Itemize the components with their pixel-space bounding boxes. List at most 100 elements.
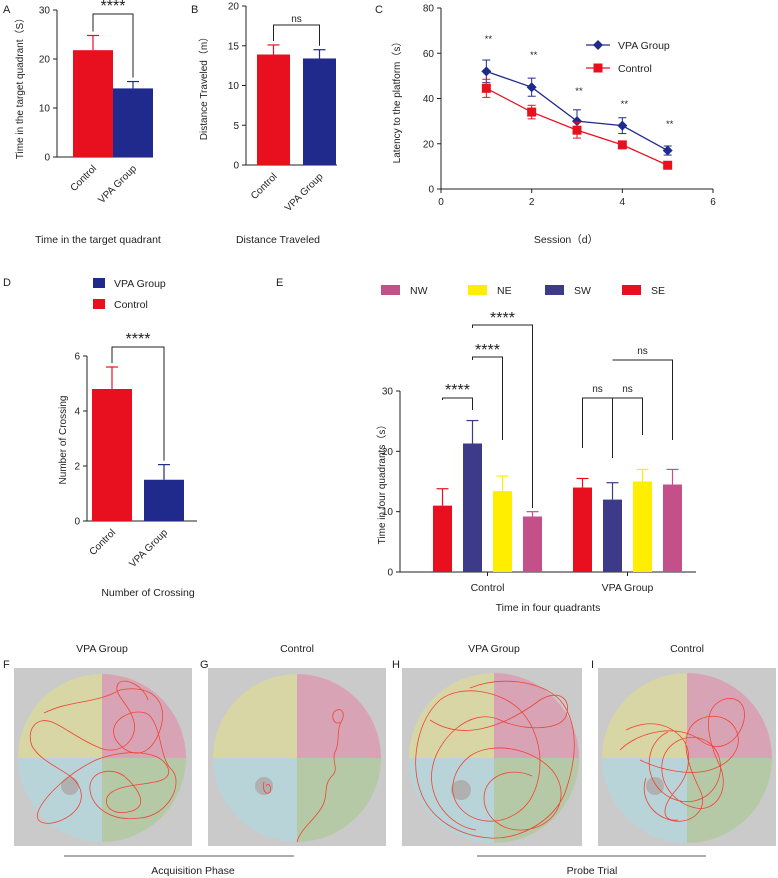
significance-bracket-b [273, 24, 320, 46]
swim-path-g [263, 709, 344, 843]
swim-path-f [29, 680, 177, 824]
significance-label-e: **** [445, 382, 470, 399]
significance-label-e: **** [490, 310, 515, 327]
chart-b-title: Distance Traveled [236, 234, 320, 246]
marker-vpa [617, 120, 628, 131]
c-ytick-label: 80 [423, 4, 435, 15]
marker-control [572, 125, 582, 135]
trajectory-f-title: VPA Group [76, 643, 128, 655]
b-ytick-label: 20 [228, 2, 240, 13]
platform-i [646, 777, 664, 795]
chart-e-title: Time in four quadrants [496, 602, 601, 614]
b-ytick-label: 15 [228, 41, 240, 52]
acquisition-phase-label: Acquisition Phase [151, 865, 235, 877]
significance-label-e: ns [637, 346, 648, 357]
significance-bracket-e [472, 356, 503, 440]
significance-label-e: ns [592, 384, 603, 395]
bar-b-0 [257, 54, 290, 166]
chart-e-ylabel: Time in four quadrants（s） [376, 420, 388, 545]
pool-f [14, 668, 192, 846]
significance-c: ** [485, 34, 493, 45]
legend-d-vpa-swatch [93, 278, 105, 288]
marker-vpa [526, 82, 537, 93]
significance-bracket-e [582, 397, 613, 458]
d-ytick-label: 0 [74, 517, 80, 528]
d-xtick-label: Control [88, 527, 119, 558]
significance-label-e: ns [622, 384, 633, 395]
c-xtick-label: 4 [620, 197, 626, 208]
marker-vpa [572, 116, 582, 127]
bar-a-1 [113, 88, 153, 157]
marker-control [481, 83, 491, 93]
b-xtick-label: Control [249, 171, 280, 202]
bar-e-vpa-group-se [573, 487, 592, 572]
probe-trial-label: Probe Trial [567, 865, 618, 877]
chart-b-ylabel: Distance Traveled（m） [198, 32, 210, 140]
a-xtick-label: VPA Group [96, 163, 139, 206]
platform-g [255, 777, 273, 795]
significance-c: ** [575, 86, 583, 97]
b-ytick-label: 5 [233, 121, 239, 132]
c-ytick-label: 20 [423, 139, 435, 150]
bar-e-control-se [433, 505, 452, 572]
c-xtick-label: 2 [529, 197, 535, 208]
a-ytick-label: 0 [44, 153, 50, 164]
panel-letter-f: F [3, 659, 10, 671]
legend-d-control-swatch [93, 299, 105, 309]
significance-bracket-e [612, 397, 643, 435]
bar-d-0 [92, 389, 132, 521]
legend-e-nw-swatch [381, 285, 400, 295]
a-xtick-label: Control [69, 163, 100, 194]
marker-control [663, 160, 673, 170]
significance-label-b: ns [291, 14, 302, 25]
trajectory-h-title: VPA Group [468, 643, 520, 655]
significance-label-d: **** [126, 331, 151, 348]
swim-path-i [619, 698, 745, 822]
c-ytick-label: 0 [428, 185, 434, 196]
significance-c: ** [530, 50, 538, 61]
legend-d-vpa-label: VPA Group [114, 278, 166, 290]
d-ytick-label: 2 [74, 462, 80, 473]
b-ytick-label: 10 [228, 81, 240, 92]
legend-c-vpa-marker [593, 40, 603, 50]
bar-e-vpa-group-ne [633, 481, 652, 572]
panel-letter-c: C [375, 4, 383, 16]
c-xtick-label: 0 [438, 197, 444, 208]
legend-e-nw-label: NW [410, 285, 428, 297]
pool-h [402, 668, 582, 846]
legend-e-ne-label: NE [497, 285, 512, 297]
chart-d-title: Number of Crossing [101, 587, 195, 599]
panel-letter-g: G [200, 659, 209, 671]
bar-d-1 [144, 479, 184, 521]
e-group-label: Control [471, 582, 505, 594]
c-ytick-label: 40 [423, 94, 435, 105]
chart-c-ylabel: Latency to the platform（s） [391, 37, 403, 164]
bar-e-control-nw [523, 516, 542, 572]
significance-label-a: **** [101, 0, 126, 15]
bar-e-control-sw [463, 443, 482, 572]
marker-vpa [662, 145, 673, 156]
d-xtick-label: VPA Group [127, 527, 170, 570]
b-ytick-label: 0 [233, 161, 239, 172]
bar-a-0 [73, 50, 113, 157]
legend-e-sw-label: SW [574, 285, 591, 297]
bar-e-control-ne [493, 491, 512, 572]
chart-a-ylabel: Time in the target quadrant（S） [14, 13, 26, 159]
chart-c-xlabel: Session（d） [534, 234, 598, 246]
panel-letter-h: H [392, 659, 400, 671]
marker-vpa [481, 66, 492, 77]
pool-g [208, 668, 386, 846]
trajectory-panels: VPA Group Control [14, 643, 776, 877]
d-ytick-label: 6 [74, 352, 80, 363]
platform-f [61, 777, 79, 795]
legend-c-control-label: Control [618, 63, 652, 75]
legend-c-control-marker [593, 63, 603, 73]
significance-bracket-e [442, 397, 473, 410]
d-ytick-label: 4 [74, 407, 80, 418]
bar-e-vpa-group-nw [663, 484, 682, 572]
chart-d-ylabel: Number of Crossing [58, 396, 69, 485]
swim-path-h [415, 680, 575, 839]
e-ytick-label: 10 [382, 507, 394, 518]
significance-bracket-e [472, 324, 533, 508]
legend-e-ne-swatch [468, 285, 487, 295]
